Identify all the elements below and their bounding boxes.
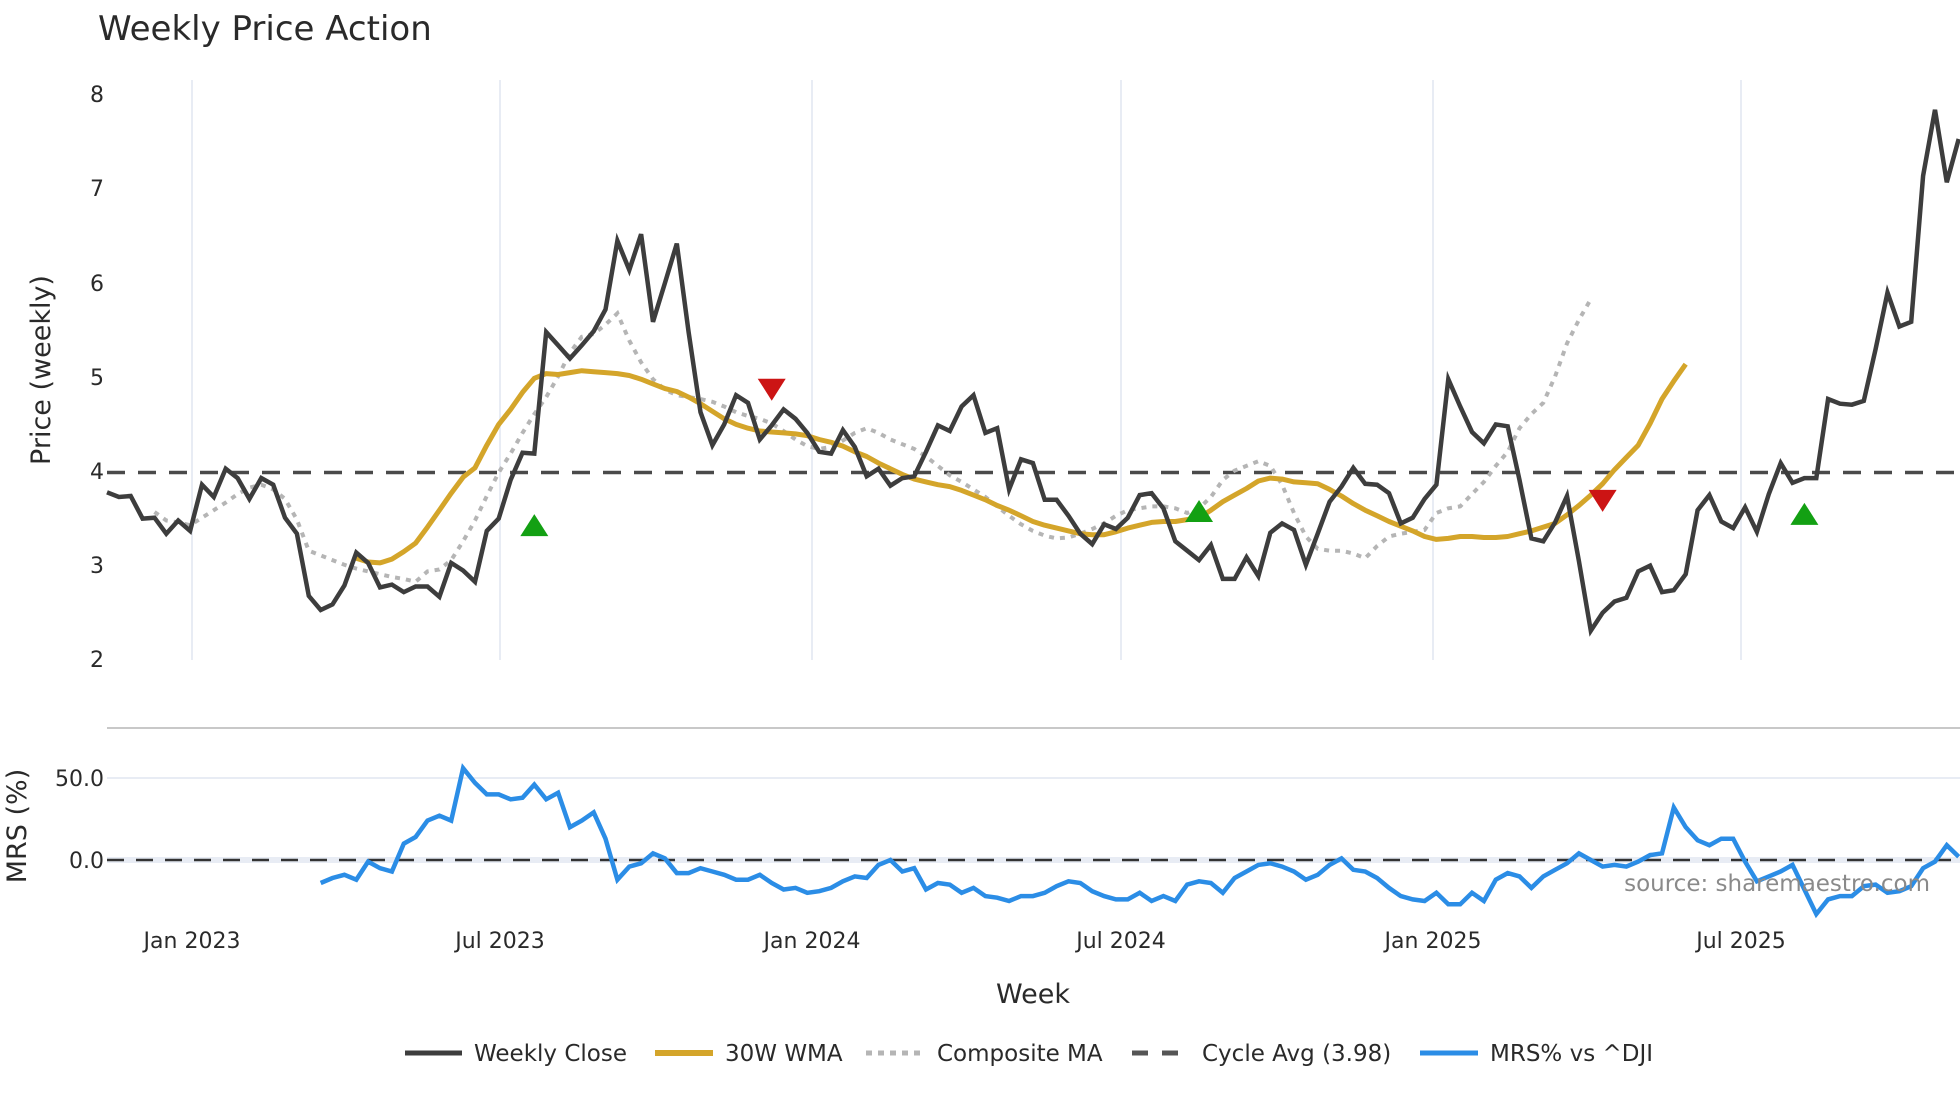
legend-label-composite-ma: Composite MA (937, 1041, 1103, 1067)
x-tick-jul-2023: Jul 2023 (453, 929, 545, 954)
legend-label-weekly-close: Weekly Close (474, 1041, 627, 1067)
buy-signal-icon (520, 514, 549, 537)
legend-item-mrs[interactable]: MRS% vs ^DJI (1420, 1041, 1653, 1067)
mrs-line (319, 763, 1960, 919)
x-tick-jan-2024: Jan 2024 (762, 929, 861, 954)
x-tick-jul-2025: Jul 2025 (1694, 929, 1786, 954)
legend: Weekly Close 30W WMA Composite MA Cycle … (405, 1041, 1653, 1067)
x-tick-jan-2023: Jan 2023 (142, 929, 241, 954)
x-tick-jul-2024: Jul 2024 (1074, 929, 1166, 954)
y-tick-8: 8 (90, 83, 104, 108)
y-tick-2: 2 (90, 648, 104, 673)
sell-signal-icon (1588, 489, 1617, 512)
weekly-close-line (106, 109, 1960, 637)
sell-signal-icon (757, 378, 786, 401)
y-tick-6: 6 (90, 272, 104, 297)
legend-item-weekly-close[interactable]: Weekly Close (405, 1041, 627, 1067)
legend-label-cycle-avg: Cycle Avg (3.98) (1202, 1041, 1391, 1067)
price-gridlines (191, 80, 1742, 660)
legend-label-30w-wma: 30W WMA (725, 1041, 843, 1067)
chart-title: Weekly Price Action (98, 9, 432, 49)
mrs-y-axis-title: MRS (%) (2, 769, 33, 884)
x-ticks: Jan 2023 Jul 2023 Jan 2024 Jul 2024 Jan … (142, 929, 1786, 954)
legend-label-mrs: MRS% vs ^DJI (1490, 1041, 1653, 1067)
mrs-tick-50: 50.0 (55, 767, 104, 792)
source-watermark: source: sharemaestro.com (1624, 871, 1930, 897)
price-y-axis-title: Price (weekly) (26, 275, 57, 465)
buy-signal-icon (1790, 502, 1819, 525)
y-tick-3: 3 (90, 554, 104, 579)
composite-ma-line (153, 298, 1593, 584)
legend-item-30w-wma[interactable]: 30W WMA (655, 1041, 843, 1067)
legend-item-cycle-avg[interactable]: Cycle Avg (3.98) (1132, 1041, 1391, 1067)
wma-30w-line (355, 362, 1688, 566)
y-tick-5: 5 (90, 366, 104, 391)
y-tick-7: 7 (90, 177, 104, 202)
y-tick-4: 4 (90, 460, 104, 485)
mrs-tick-0: 0.0 (69, 849, 104, 874)
legend-item-composite-ma[interactable]: Composite MA (866, 1041, 1103, 1067)
buy-signal-icon (1185, 499, 1214, 522)
price-y-ticks: 8 7 6 5 4 3 2 (90, 83, 104, 673)
x-tick-jan-2025: Jan 2025 (1383, 929, 1482, 954)
signal-markers (520, 378, 1819, 537)
x-axis-title: Week (996, 979, 1070, 1010)
